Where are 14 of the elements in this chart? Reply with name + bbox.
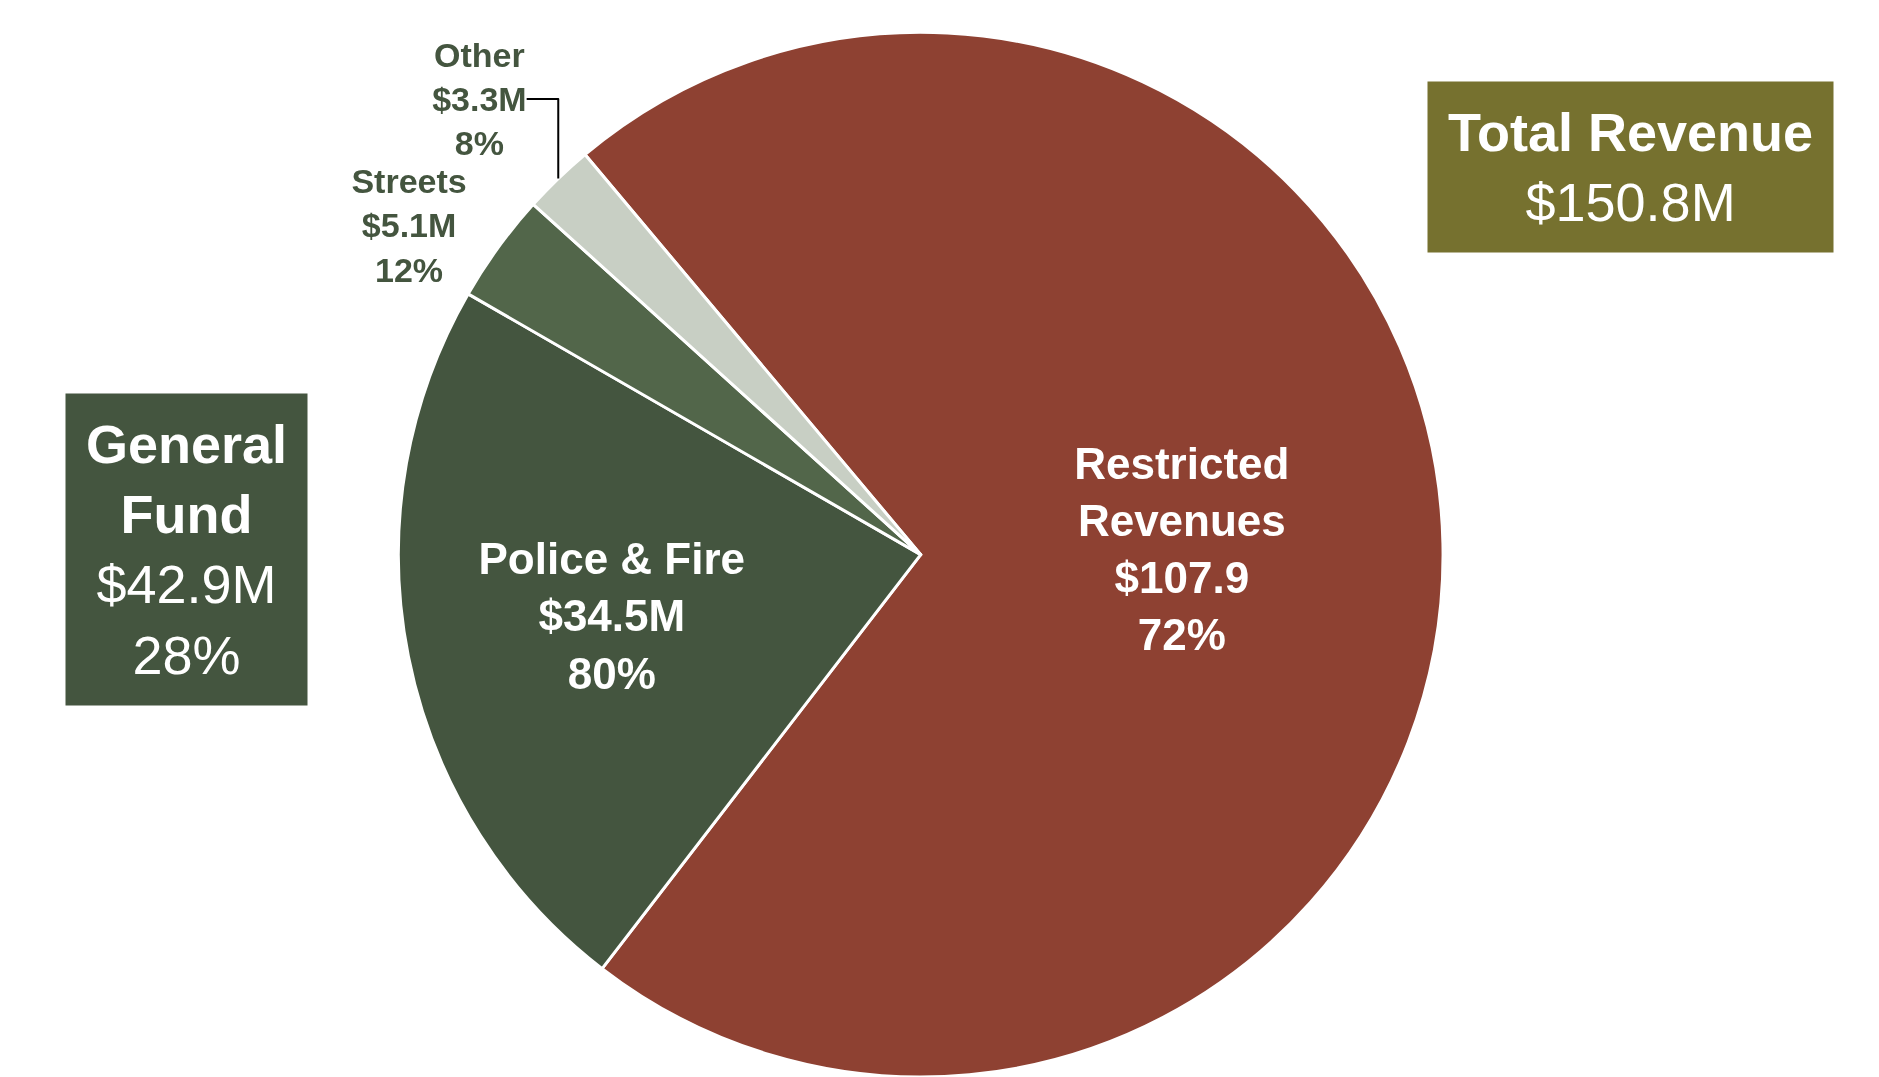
slice-label: Police & Fire (478, 534, 746, 584)
data-label: $3.3M (432, 80, 527, 119)
slice-label: Streets (351, 162, 467, 201)
data-label: $107.9 (1114, 553, 1250, 603)
slice-label: Restricted Revenues (1074, 438, 1290, 546)
text: 8% (454, 124, 504, 163)
text: Total Revenue $150.8M (1448, 102, 1814, 233)
text: 12% (375, 250, 444, 289)
data-label: $34.5M (538, 591, 686, 641)
text: 72% (1137, 610, 1226, 660)
data-label: $5.1M (361, 206, 457, 245)
text: 80% (567, 648, 656, 698)
slice-label: Other (434, 35, 525, 74)
text: General Fund $42.9M 28% (86, 414, 288, 685)
